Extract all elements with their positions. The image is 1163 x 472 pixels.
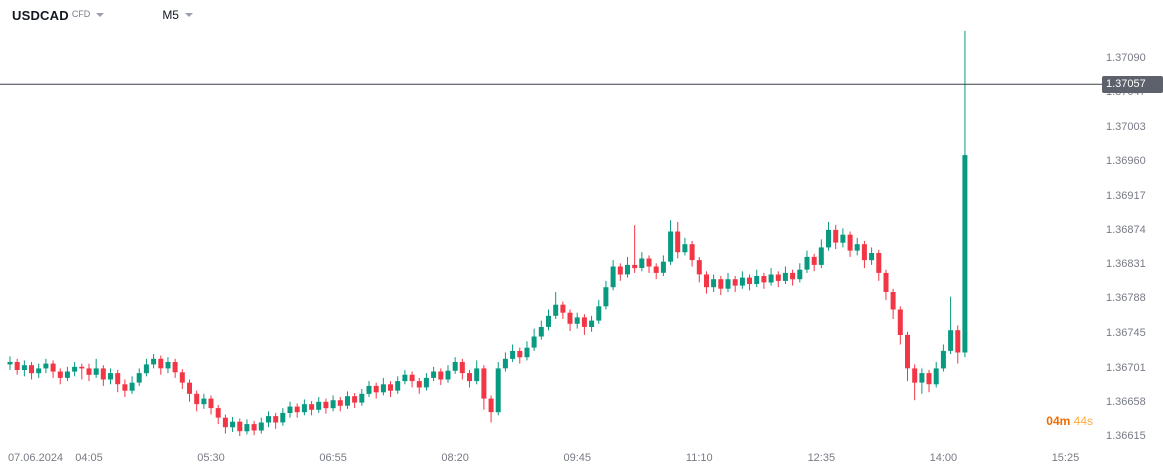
price-tick-label: 1.37090	[1106, 52, 1146, 64]
time-tick-label: 06:55	[319, 452, 347, 464]
current-price-badge: 1.37057	[1102, 75, 1163, 93]
price-tick-label: 1.36960	[1106, 155, 1146, 168]
price-tick-label: 1.36788	[1106, 292, 1146, 305]
price-tick-label: 1.36658	[1106, 395, 1146, 408]
time-tick-label: 11:10	[685, 452, 713, 464]
price-tick-label: 1.36874	[1106, 223, 1146, 236]
time-tick-label: 12:35	[807, 452, 836, 464]
chart-header: USDCAD CFD M5	[12, 8, 193, 23]
price-tick-label: 1.36831	[1106, 258, 1146, 271]
countdown-seconds: 44s	[1073, 414, 1093, 428]
time-tick-label: 05:30	[197, 452, 225, 464]
chevron-down-icon	[96, 13, 105, 17]
price-tick-label: 1.36917	[1106, 189, 1146, 202]
time-tick-label: 08:20	[441, 452, 469, 464]
time-tick-label: 09:45	[563, 452, 591, 464]
date-label: 07.06.2024	[8, 452, 64, 464]
price-tick-label: 1.36615	[1106, 430, 1146, 442]
symbol-selector[interactable]: USDCAD CFD	[12, 8, 105, 23]
candle-countdown: 04m 44s	[1046, 414, 1093, 428]
timeframe-selector[interactable]: M5	[162, 8, 193, 22]
time-axis[interactable]: 07.06.2024 04:05 05:30 06:55 08:20 09:45 11:1…	[0, 444, 1163, 472]
symbol-type-label: CFD	[71, 9, 91, 19]
price-axis[interactable]: 1.370901.370471.370031.369601.369171.368…	[1102, 0, 1163, 442]
time-tick-label: 04:05	[75, 452, 103, 464]
symbol-name: USDCAD	[12, 8, 69, 23]
chevron-down-icon	[184, 13, 193, 17]
price-tick-label: 1.36745	[1106, 326, 1146, 339]
price-tick-label: 1.37003	[1106, 121, 1146, 134]
timeframe-label: M5	[162, 8, 179, 22]
time-tick-label: 14:00	[929, 452, 958, 464]
countdown-minutes: 04m	[1046, 414, 1071, 428]
price-tick-label: 1.36701	[1106, 361, 1146, 374]
time-tick-label: 15:25	[1051, 452, 1080, 464]
